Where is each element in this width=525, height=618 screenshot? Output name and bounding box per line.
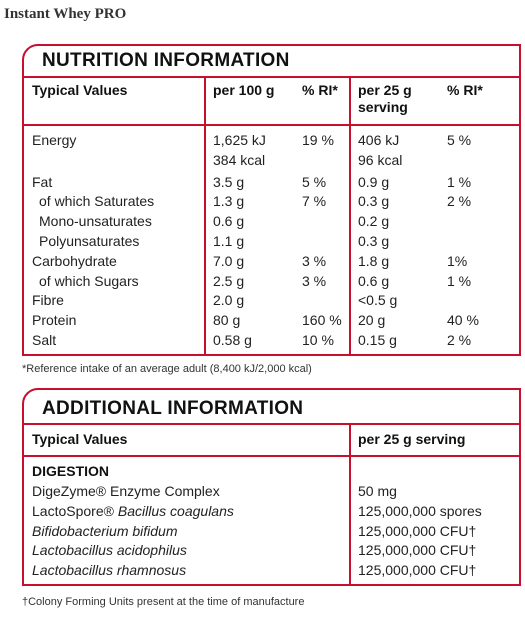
column-header: per 100 g <box>213 82 275 98</box>
row-label: Lactobacillus acidophilus <box>32 542 187 559</box>
page-title: Instant Whey PRO <box>4 6 127 22</box>
cell: 96 kcal <box>358 151 403 168</box>
additional-box <box>22 388 521 586</box>
cell: 1 % <box>447 173 472 190</box>
cell: 1.8 g <box>358 252 390 269</box>
cell: 19 % <box>302 132 334 148</box>
cell: 125,000,000 CFU† <box>358 542 477 559</box>
row-label: Mono-unsaturates <box>39 213 152 230</box>
column-header: % RI* <box>302 82 338 98</box>
column-header: per 25 g serving <box>358 431 466 447</box>
cell: 20 g <box>358 312 386 329</box>
rule <box>349 423 351 586</box>
cell: 160 % <box>302 312 342 329</box>
cell: 7 % <box>302 193 327 210</box>
section-title: NUTRITION INFORMATION <box>42 50 290 71</box>
column-header: Typical Values <box>32 431 128 447</box>
cell: 0.3 g <box>358 193 390 210</box>
nutrition-box <box>22 44 521 356</box>
cell: 7.0 g <box>213 252 245 269</box>
rule <box>22 124 521 126</box>
row-label: of which Saturates <box>39 193 155 210</box>
row-label: Bacillus coagulans <box>117 502 234 519</box>
cell: 0.15 g <box>358 332 397 348</box>
cell: 0.58 g <box>213 332 252 348</box>
cell: 10 % <box>302 332 334 348</box>
cell: 125,000,000 CFU† <box>358 522 477 539</box>
cell: 384 kcal <box>213 151 266 168</box>
footnote: *Reference intake of an average adult (8… <box>22 363 312 375</box>
cell: 5 % <box>447 132 472 148</box>
cell: 0.3 g <box>358 233 390 249</box>
cell: 1% <box>447 252 468 269</box>
cell: 1.1 g <box>213 233 245 249</box>
cell: 80 g <box>213 312 241 329</box>
row-label: Salt <box>32 332 57 348</box>
cell: 40 % <box>447 312 479 329</box>
cell: 125,000,000 CFU† <box>358 562 477 579</box>
cell: 0.2 g <box>358 213 390 230</box>
row-label: Energy <box>32 132 77 148</box>
cell: 2 % <box>447 193 472 210</box>
row-label: of which Sugars <box>39 272 139 289</box>
row-label: Fat <box>32 173 53 190</box>
row-label: Bifidobacterium bifidum <box>32 522 178 539</box>
rule <box>204 76 206 356</box>
cell: 3 % <box>302 272 327 289</box>
rule <box>22 76 521 78</box>
cell: 5 % <box>302 173 327 190</box>
cell: 2 % <box>447 332 472 348</box>
cell: 3.5 g <box>213 173 245 190</box>
rule <box>22 455 521 457</box>
cell: 0.6 g <box>213 213 245 230</box>
row-label: Lactobacillus rhamnosus <box>32 562 187 579</box>
cell: <0.5 g <box>358 292 398 309</box>
row-label: Carbohydrate <box>32 252 117 269</box>
cell: 2.0 g <box>213 292 245 309</box>
footnote: †Colony Forming Units present at the tim… <box>22 596 305 608</box>
rule <box>349 76 351 356</box>
row-label: LactoSpore® <box>32 502 114 519</box>
section-label: DIGESTION <box>32 463 110 479</box>
column-header: Typical Values <box>32 82 128 98</box>
cell: 125,000,000 spores <box>358 502 482 519</box>
cell: 1 % <box>447 272 472 289</box>
section-title: ADDITIONAL INFORMATION <box>42 398 304 419</box>
column-header: per 25 g serving <box>358 82 412 115</box>
row-label: Protein <box>32 312 77 329</box>
row-label: Fibre <box>32 292 64 309</box>
cell: 2.5 g <box>213 272 245 289</box>
cell: 1,625 kJ <box>213 132 266 148</box>
cell: 406 kJ <box>358 132 400 148</box>
cell: 0.6 g <box>358 272 390 289</box>
column-header: % RI* <box>447 82 483 98</box>
row-label: DigeZyme® Enzyme Complex <box>32 483 220 499</box>
cell: 3 % <box>302 252 327 269</box>
cell: 1.3 g <box>213 193 245 210</box>
rule <box>22 423 521 425</box>
row-label: Polyunsaturates <box>39 233 140 249</box>
cell: 50 mg <box>358 483 397 499</box>
cell: 0.9 g <box>358 173 390 190</box>
